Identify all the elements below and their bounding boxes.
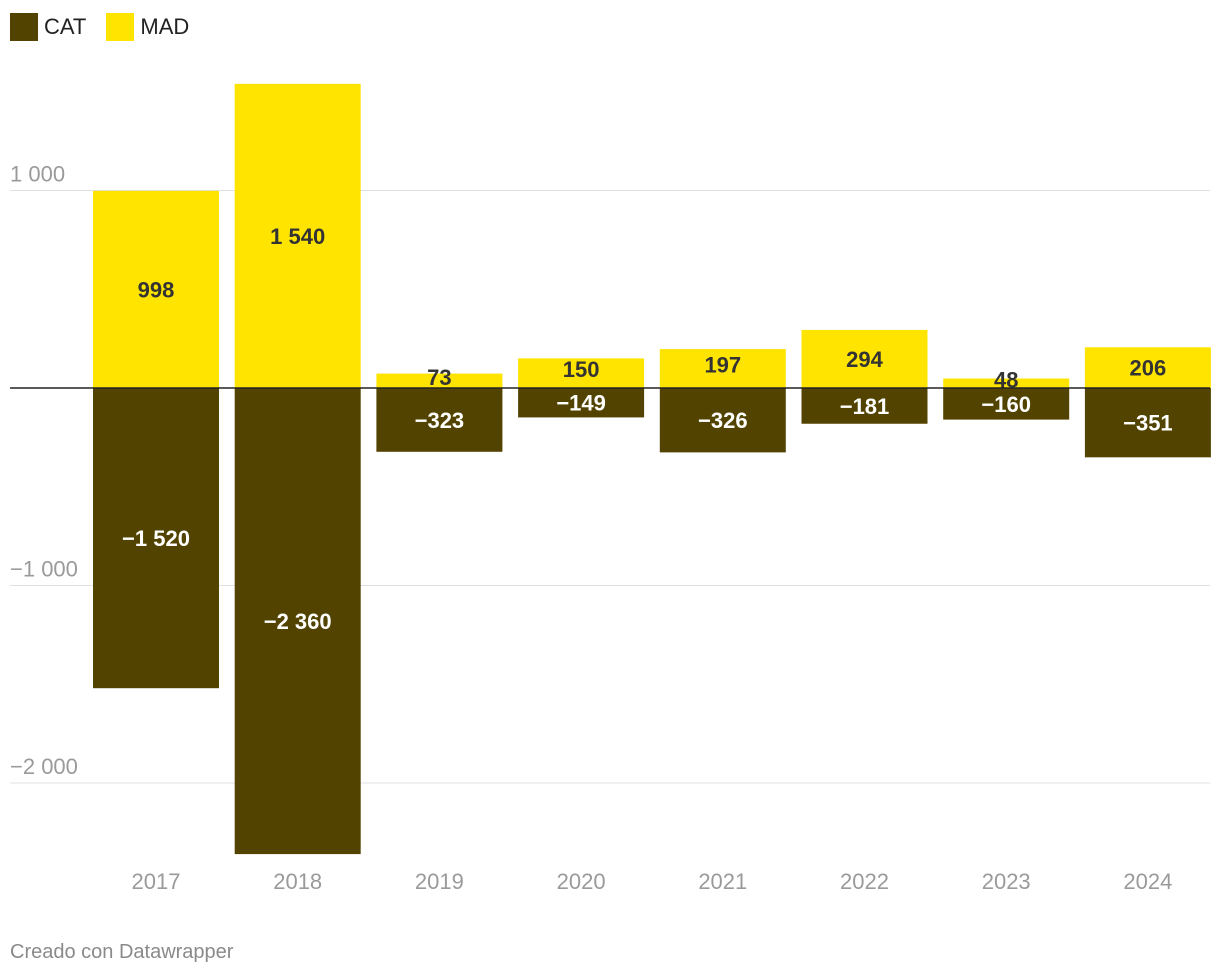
x-tick-label: 2019 bbox=[415, 869, 464, 894]
x-tick-label: 2021 bbox=[698, 869, 747, 894]
bar-cat bbox=[1084, 388, 1211, 458]
data-label-mad: 73 bbox=[427, 365, 451, 390]
bar-cat bbox=[943, 388, 1070, 420]
legend: CAT MAD bbox=[10, 12, 209, 42]
x-tick-label: 2020 bbox=[557, 869, 606, 894]
data-label-mad: 998 bbox=[138, 277, 175, 302]
data-label-cat: −149 bbox=[556, 391, 606, 416]
bar-chart: 1 000 −1 000 −2 000 998 −1 520 2017 1 540 −2 36… bbox=[10, 83, 1211, 894]
bar-cat bbox=[801, 388, 928, 424]
data-label-mad: 197 bbox=[704, 353, 741, 378]
x-tick-label: 2018 bbox=[273, 869, 322, 894]
data-label-cat: −160 bbox=[981, 392, 1031, 417]
legend-swatch-cat bbox=[10, 13, 38, 41]
y-tick-label: −1 000 bbox=[10, 557, 78, 582]
y-tick-label: −2 000 bbox=[10, 754, 78, 779]
data-label-mad: 206 bbox=[1130, 356, 1167, 381]
legend-item-mad: MAD bbox=[106, 13, 189, 41]
x-tick-label: 2024 bbox=[1123, 869, 1172, 894]
data-label-mad: 294 bbox=[846, 347, 883, 372]
bar-cat bbox=[659, 388, 786, 453]
bar-mad bbox=[518, 358, 645, 388]
legend-label-cat: CAT bbox=[44, 14, 87, 39]
data-label-cat: −1 520 bbox=[122, 526, 190, 551]
x-tick-label: 2017 bbox=[132, 869, 181, 894]
bar-cat bbox=[234, 388, 361, 855]
x-tick-label: 2023 bbox=[982, 869, 1031, 894]
x-tick-label: 2022 bbox=[840, 869, 889, 894]
bar-mad bbox=[943, 378, 1070, 388]
y-tick-label: 1 000 bbox=[10, 162, 65, 187]
data-label-cat: −351 bbox=[1123, 411, 1173, 436]
legend-swatch-mad bbox=[106, 13, 135, 41]
bar-mad bbox=[234, 83, 361, 388]
bar-cat bbox=[376, 388, 503, 452]
bar-cat bbox=[518, 388, 645, 418]
data-label-cat: −181 bbox=[840, 394, 890, 419]
data-label-cat: −2 360 bbox=[264, 609, 332, 634]
data-label-mad: 1 540 bbox=[270, 224, 325, 249]
footer-credit: Creado con Datawrapper bbox=[10, 941, 234, 963]
legend-item-cat: CAT bbox=[10, 13, 86, 41]
bar-mad bbox=[659, 349, 786, 388]
bar-mad bbox=[93, 190, 219, 388]
data-label-mad: 150 bbox=[563, 357, 600, 382]
data-label-cat: −326 bbox=[698, 408, 748, 433]
legend-label-mad: MAD bbox=[140, 14, 190, 39]
data-label-cat: −323 bbox=[415, 408, 465, 433]
bar-cat bbox=[93, 388, 219, 689]
bar-mad bbox=[801, 329, 928, 388]
bar-mad bbox=[376, 373, 503, 388]
bar-mad bbox=[1084, 347, 1211, 388]
